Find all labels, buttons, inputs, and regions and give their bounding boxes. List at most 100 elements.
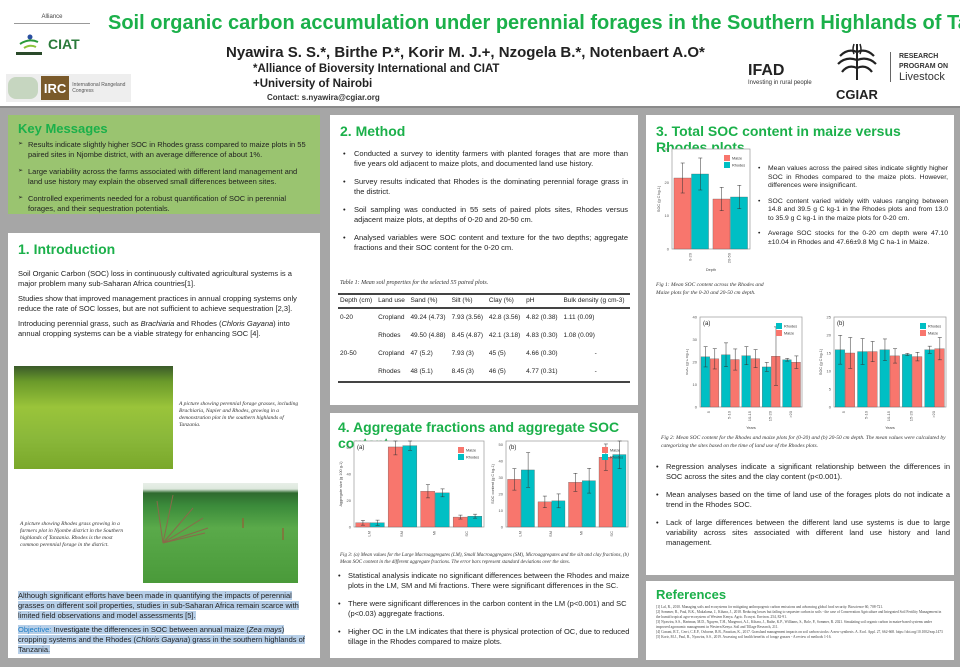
- ifad-name: IFAD: [748, 62, 785, 79]
- svg-text:SOC (g C kg-1): SOC (g C kg-1): [686, 348, 689, 375]
- svg-text:Years: Years: [885, 426, 895, 430]
- cell: 49.24 (4.73): [410, 314, 446, 321]
- svg-text:Maize: Maize: [466, 449, 476, 453]
- cell: Cropland: [378, 314, 405, 321]
- cgiar-wheat-icon: [837, 43, 877, 80]
- key-messages-panel: Key Messages Results indicate slightly h…: [8, 115, 320, 214]
- cell: 1.08 (0.09): [563, 332, 595, 339]
- svg-text:5: 5: [829, 387, 832, 392]
- svg-text:10: 10: [827, 369, 832, 374]
- total-soc-item: SOC content varied widely with values ra…: [756, 198, 948, 224]
- svg-text:Maize: Maize: [732, 157, 742, 161]
- chart-fig2a: 0 10 20 30 40 5 5-10 10-15 15-20 >20 (a) SOC (g C k…: [686, 315, 803, 430]
- crp-line-3: Livestock: [899, 71, 945, 83]
- total-soc-panel: 3. Total SOC content in maize versus Rho…: [646, 115, 954, 575]
- svg-text:20: 20: [499, 491, 504, 496]
- cell: 42.8 (3.56): [488, 314, 521, 321]
- svg-text:10-15: 10-15: [886, 410, 891, 421]
- cell: 8.45 (3): [449, 363, 487, 383]
- contact-email: Contact: s.nyawira@cgiar.org: [267, 93, 380, 102]
- table-row: 0-20 Cropland 49.24 (4.73) 7.93 (3.56) 42.8 …: [338, 308, 630, 327]
- method-item: Soil sampling was conducted in 55 sets o…: [340, 205, 628, 225]
- intro-paragraph-4: Although significant efforts have been m…: [18, 591, 299, 620]
- total-soc-item: Mean analyses based on the time of land …: [654, 490, 950, 510]
- cell: 4.66 (0.30): [526, 350, 558, 357]
- svg-text:50: 50: [499, 442, 504, 447]
- cell: 20-50: [340, 350, 357, 357]
- fig2-caption: Fig 2: Mean SOC content for the Rhodes a…: [661, 435, 946, 449]
- svg-text:Maize: Maize: [610, 449, 620, 453]
- svg-text:Rhodes: Rhodes: [928, 325, 941, 329]
- cell: [338, 363, 377, 383]
- svg-text:25: 25: [827, 315, 832, 320]
- reference-item: [3] Nyawira, S.S., Hartman, M.D., Nguyen…: [656, 620, 932, 629]
- svg-text:20: 20: [347, 498, 352, 503]
- svg-text:Rhodes: Rhodes: [784, 325, 797, 329]
- svg-text:15: 15: [827, 351, 832, 356]
- grass-seedhead-icon: [156, 494, 284, 544]
- intro-paragraph-1: Soil Organic Carbon (SOC) loss in contin…: [18, 269, 292, 288]
- cell: -: [561, 363, 630, 383]
- photo2-caption: A picture showing Rhodes grass growing i…: [20, 521, 124, 548]
- svg-text:30: 30: [665, 147, 670, 152]
- cell: 46 (5): [486, 363, 525, 383]
- svg-text:15-20: 15-20: [908, 410, 913, 421]
- world-map-icon: [8, 77, 38, 99]
- cell: Rhodes: [378, 332, 401, 339]
- aggregate-panel: 4. Aggregate fractions and aggregate SOC…: [330, 413, 638, 658]
- cell: Rhodes: [376, 363, 409, 383]
- svg-text:0: 0: [829, 405, 832, 410]
- cell: 0-20: [340, 314, 354, 321]
- ifad-tagline: Investing in rural people: [748, 80, 812, 86]
- method-panel: 2. Method Conducted a survey to identity…: [330, 115, 638, 405]
- cell: 49.50 (4.88): [410, 332, 446, 339]
- ciat-logo: CIAT: [48, 36, 80, 52]
- svg-text:20: 20: [693, 360, 698, 365]
- svg-text:SC: SC: [464, 531, 469, 537]
- reference-item: [2] Sommer, R., Paul, B.K., Mukalama, J.…: [656, 610, 942, 619]
- method-title: 2. Method: [340, 123, 406, 139]
- crp-livestock-logo: RESEARCH PROGRAM ON Livestock: [890, 52, 948, 83]
- cell: -: [594, 350, 597, 357]
- intro-paragraph-2: Studies show that improved management pr…: [18, 294, 297, 313]
- svg-text:60: 60: [347, 445, 352, 450]
- table-row: Rhodes 49.50 (4.88) 8.45 (4.87) 42.1 (3.18)…: [338, 327, 630, 345]
- svg-text:20: 20: [665, 180, 670, 185]
- svg-text:(b): (b): [837, 321, 844, 327]
- cell: [338, 327, 376, 345]
- total-soc-item: Average SOC stocks for the 0-20 cm depth…: [756, 230, 948, 247]
- svg-text:40: 40: [347, 472, 352, 477]
- svg-text:>20: >20: [788, 410, 793, 418]
- references-title: References: [656, 587, 727, 602]
- intro-paragraph-3: Introducing perennial grass, such as Bra…: [18, 319, 290, 338]
- cell: 7.93 (3): [451, 350, 474, 357]
- table-row: 20-50 Cropland 47 (5.2) 7.93 (3) 45 (5) 4.66 …: [338, 345, 630, 363]
- aggregate-item: Statistical analysis indicate no signifi…: [338, 571, 630, 591]
- key-message-item: Controlled experiments needed for a robu…: [18, 194, 310, 213]
- svg-text:5-10: 5-10: [864, 410, 869, 419]
- method-item: Analysed variables were SOC content and …: [340, 233, 628, 253]
- svg-text:Maize: Maize: [784, 332, 794, 336]
- chart-fig3a: 0 20 40 60 LM SM Mi SC (a) Aggregate size (g 100 …: [339, 440, 485, 537]
- key-message-item: Large variability across the farms assoc…: [18, 167, 310, 186]
- cell: 48 (5.1): [408, 363, 450, 383]
- cell: 1.11 (0.09): [563, 314, 595, 321]
- svg-text:40: 40: [499, 458, 504, 463]
- cell: 4.82 (0.38): [526, 314, 558, 321]
- svg-text:Rhodes: Rhodes: [610, 456, 623, 460]
- svg-text:10-15: 10-15: [747, 410, 752, 421]
- total-soc-item: Mean values across the paired sites indi…: [756, 165, 948, 191]
- chart-fig1: 0 10 20 30 0-20 20-50 SOC (g C kg-1) Depth Maize…: [657, 147, 751, 272]
- introduction-panel: 1. Introduction Soil Organic Carbon (SOC…: [8, 233, 320, 658]
- cell: 4.77 (0.31): [524, 363, 562, 383]
- svg-text:LM: LM: [366, 531, 371, 537]
- poster-title: Soil organic carbon accumulation under p…: [108, 12, 960, 34]
- cgiar-name: CGIAR: [836, 87, 878, 102]
- fig1-caption: Fig 1: Mean SOC content across the Rhode…: [656, 282, 764, 296]
- col-header: Sand (%): [408, 293, 450, 309]
- aggregate-item: Higher OC in the LM indicates that there…: [338, 627, 630, 647]
- cell: 42.1 (3.18): [488, 332, 521, 339]
- col-header: Silt (%): [449, 293, 487, 309]
- svg-text:(b): (b): [509, 445, 516, 451]
- svg-text:(a): (a): [357, 445, 364, 451]
